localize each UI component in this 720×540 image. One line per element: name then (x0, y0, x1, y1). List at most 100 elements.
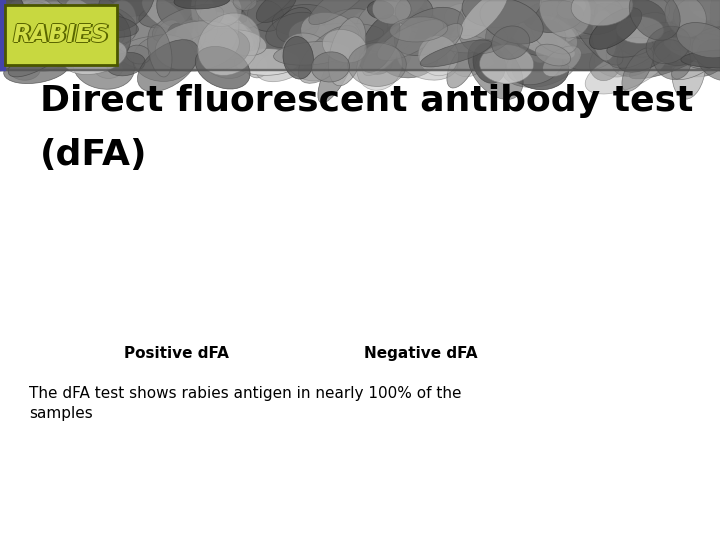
Ellipse shape (664, 37, 720, 66)
Ellipse shape (12, 31, 67, 71)
Text: RABIES: RABIES (14, 23, 110, 47)
Ellipse shape (142, 0, 186, 31)
Ellipse shape (25, 1, 84, 40)
Ellipse shape (274, 42, 350, 65)
Ellipse shape (384, 47, 411, 70)
Ellipse shape (543, 46, 581, 77)
Ellipse shape (506, 44, 562, 85)
Ellipse shape (670, 26, 696, 62)
Ellipse shape (679, 26, 720, 58)
Ellipse shape (376, 31, 439, 78)
Ellipse shape (417, 35, 496, 70)
Ellipse shape (94, 59, 122, 78)
Ellipse shape (102, 0, 137, 51)
Ellipse shape (598, 0, 666, 44)
Ellipse shape (348, 43, 406, 86)
Ellipse shape (66, 0, 99, 33)
Ellipse shape (133, 35, 196, 82)
Ellipse shape (595, 3, 654, 57)
Ellipse shape (59, 37, 111, 72)
Ellipse shape (457, 0, 521, 53)
Ellipse shape (228, 31, 258, 63)
Ellipse shape (681, 50, 720, 68)
Ellipse shape (195, 46, 250, 89)
Ellipse shape (420, 40, 492, 67)
Ellipse shape (245, 53, 268, 78)
Ellipse shape (89, 22, 125, 48)
Ellipse shape (68, 4, 137, 46)
Bar (0, 69, 720, 70)
Ellipse shape (377, 37, 430, 57)
Ellipse shape (362, 23, 412, 76)
Ellipse shape (311, 52, 349, 82)
Text: Positive dFA: Positive dFA (124, 346, 229, 361)
Ellipse shape (119, 36, 197, 70)
Ellipse shape (495, 0, 553, 31)
Ellipse shape (512, 47, 569, 90)
Ellipse shape (567, 0, 624, 35)
Ellipse shape (98, 0, 155, 31)
Ellipse shape (356, 43, 402, 90)
Ellipse shape (197, 5, 237, 52)
Ellipse shape (0, 40, 24, 62)
Ellipse shape (364, 53, 392, 75)
Ellipse shape (58, 0, 116, 12)
Text: The dFA test shows rabies antigen in nearly 100% of the
samples: The dFA test shows rabies antigen in nea… (29, 386, 462, 421)
Ellipse shape (309, 0, 370, 25)
Ellipse shape (289, 20, 328, 49)
Text: RABIES: RABIES (13, 22, 109, 46)
Ellipse shape (156, 21, 239, 71)
Bar (0, 0, 720, 70)
Ellipse shape (0, 9, 9, 37)
Ellipse shape (192, 12, 255, 78)
Ellipse shape (580, 0, 635, 26)
Ellipse shape (445, 4, 480, 30)
Ellipse shape (523, 0, 583, 32)
Ellipse shape (32, 31, 86, 67)
Ellipse shape (571, 0, 633, 26)
Ellipse shape (485, 15, 530, 68)
Ellipse shape (629, 0, 680, 40)
Ellipse shape (302, 23, 384, 45)
Ellipse shape (73, 45, 135, 89)
Ellipse shape (256, 0, 297, 23)
Ellipse shape (590, 0, 636, 33)
Ellipse shape (174, 0, 230, 9)
Ellipse shape (531, 16, 577, 54)
Ellipse shape (622, 48, 653, 91)
Ellipse shape (215, 23, 254, 59)
Ellipse shape (468, 39, 523, 99)
Ellipse shape (99, 16, 168, 63)
Ellipse shape (649, 36, 694, 67)
Ellipse shape (219, 30, 266, 56)
Ellipse shape (0, 0, 24, 51)
Ellipse shape (562, 35, 617, 70)
Ellipse shape (377, 19, 444, 60)
Ellipse shape (0, 0, 17, 21)
Ellipse shape (585, 46, 667, 94)
Ellipse shape (81, 11, 111, 37)
Text: Direct fluorescent antibody test: Direct fluorescent antibody test (40, 84, 693, 118)
Ellipse shape (672, 48, 720, 79)
Ellipse shape (647, 22, 706, 65)
Ellipse shape (298, 25, 359, 83)
Ellipse shape (395, 8, 464, 56)
Ellipse shape (557, 0, 586, 19)
Ellipse shape (13, 14, 51, 46)
Bar (0, 0, 720, 70)
Ellipse shape (426, 0, 513, 30)
Ellipse shape (390, 17, 448, 42)
Ellipse shape (272, 4, 333, 36)
Ellipse shape (492, 26, 530, 59)
Ellipse shape (697, 39, 720, 81)
Text: Negative dFA: Negative dFA (364, 346, 478, 361)
Ellipse shape (710, 0, 720, 45)
Ellipse shape (673, 0, 720, 33)
Bar (0, 70, 720, 540)
Ellipse shape (301, 12, 361, 55)
Ellipse shape (167, 24, 194, 62)
Ellipse shape (419, 23, 462, 65)
Ellipse shape (198, 0, 239, 57)
Ellipse shape (197, 13, 260, 76)
Ellipse shape (157, 0, 194, 26)
